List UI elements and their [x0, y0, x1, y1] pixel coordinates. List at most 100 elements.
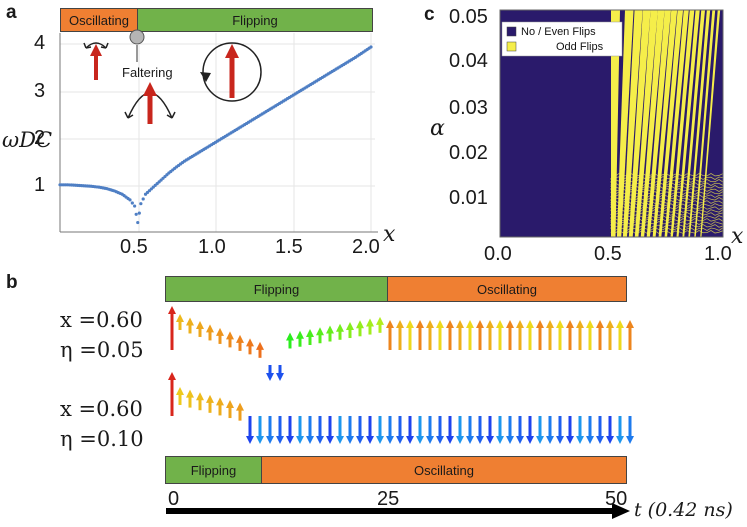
odd-flip-stripe	[694, 10, 716, 237]
spin-arrow	[336, 323, 344, 340]
spin-arrow	[436, 416, 444, 444]
spin-arrow	[436, 320, 444, 350]
spin-arrow	[586, 320, 594, 350]
spin-row-eta-005	[168, 306, 634, 381]
time-tick: 50	[605, 488, 628, 510]
odd-flip-texture	[610, 203, 723, 207]
phase-band-oscillating: Oscillating	[261, 456, 627, 484]
spin-arrow	[606, 416, 614, 444]
odd-flip-texture	[610, 218, 723, 222]
spin-arrow	[456, 320, 464, 350]
data-point	[133, 204, 137, 208]
spin-arrow	[386, 416, 394, 444]
odd-flip-texture	[610, 182, 723, 186]
spin-arrow	[496, 416, 504, 444]
y-tick: 0.02	[449, 142, 488, 164]
spin-arrow	[296, 416, 304, 444]
spin-arrow	[496, 320, 504, 350]
spin-arrow	[556, 320, 564, 350]
spin-arrow	[406, 416, 414, 444]
odd-flip-texture	[610, 176, 723, 180]
phase-band-flipping: Flipping	[165, 276, 388, 302]
time-tick: 0	[168, 488, 180, 510]
spin-arrow	[596, 320, 604, 350]
spin-arrow	[346, 416, 354, 444]
spin-arrow	[306, 328, 314, 345]
x-tick: 1.5	[275, 236, 303, 258]
spin-arrow	[576, 320, 584, 350]
spin-arrow	[476, 416, 484, 444]
spin-arrow	[416, 416, 424, 444]
spin-arrow	[236, 334, 244, 351]
spin-arrow	[336, 416, 344, 444]
spin-arrow	[566, 416, 574, 444]
odd-flip-stripe	[611, 10, 620, 237]
spin-arrow	[506, 416, 514, 444]
spin-arrow	[186, 317, 194, 334]
spin-arrow	[196, 392, 204, 411]
spin-arrow	[356, 416, 364, 444]
spin-arrow	[626, 416, 634, 444]
odd-flip-texture	[610, 212, 723, 216]
spin-arrow	[446, 416, 454, 444]
data-point	[136, 220, 140, 225]
row2-eta-value: η =0.10	[60, 427, 144, 451]
x-tick: 1.0	[704, 243, 732, 265]
spin-arrow	[206, 394, 214, 413]
grid	[60, 33, 375, 232]
spin-arrow	[286, 416, 294, 444]
spin-arrow	[616, 416, 624, 444]
y-tick: 0.01	[449, 187, 488, 209]
spin-arrow	[266, 365, 274, 381]
spin-arrow	[236, 402, 244, 421]
spin-arrow	[276, 365, 284, 381]
spin-arrow	[246, 338, 254, 355]
odd-flip-texture	[610, 191, 723, 195]
data-point	[130, 201, 134, 205]
spin-arrow	[456, 416, 464, 444]
odd-flip-texture	[610, 215, 723, 220]
spin-arrow	[168, 372, 176, 416]
spin-arrow	[366, 416, 374, 444]
odd-flip-stripe	[682, 10, 706, 237]
y-tick: 3	[34, 80, 46, 102]
spin-arrow	[566, 320, 574, 350]
spin-arrow	[226, 400, 234, 419]
spin-arrow	[346, 322, 354, 339]
spin-arrow	[176, 387, 184, 405]
odd-flip-stripe	[658, 10, 684, 237]
data-point	[128, 198, 132, 202]
time-axis-arrowhead	[612, 503, 630, 519]
data-point	[139, 202, 143, 206]
spin-arrow	[226, 331, 234, 348]
spin-arrow	[176, 314, 184, 330]
spin-arrow	[206, 324, 214, 341]
spin-arrow	[406, 320, 414, 350]
spin-arrow	[606, 320, 614, 350]
spin-arrow	[256, 341, 264, 358]
y-tick: 2	[34, 127, 46, 149]
odd-flip-stripe	[670, 10, 695, 237]
odd-flip-texture	[610, 187, 723, 192]
spin-arrow	[356, 320, 364, 337]
legend-swatch-even	[506, 26, 517, 37]
x-tick: 0.5	[120, 236, 148, 258]
x-tick: 0.0	[484, 243, 512, 265]
spin-arrow	[396, 320, 404, 350]
faltering-spin-icon	[124, 82, 176, 124]
phase-band-flipping: Flipping	[165, 456, 262, 484]
odd-flip-stripe	[616, 10, 634, 237]
phase-band-oscillating: Oscillating	[387, 276, 627, 302]
spin-arrow	[376, 316, 384, 333]
x-tick: 0.5	[594, 243, 622, 265]
y-axis-label: ωDC	[2, 128, 53, 152]
spin-arrow	[506, 320, 514, 350]
time-tick: 25	[377, 488, 400, 510]
spin-arrow	[376, 416, 384, 444]
spin-arrow	[486, 416, 494, 444]
spin-arrow	[516, 320, 524, 350]
panel-label-c: c	[424, 4, 435, 25]
spin-arrow	[216, 327, 224, 344]
legend: No / Even Flips Odd Flips	[501, 21, 623, 57]
